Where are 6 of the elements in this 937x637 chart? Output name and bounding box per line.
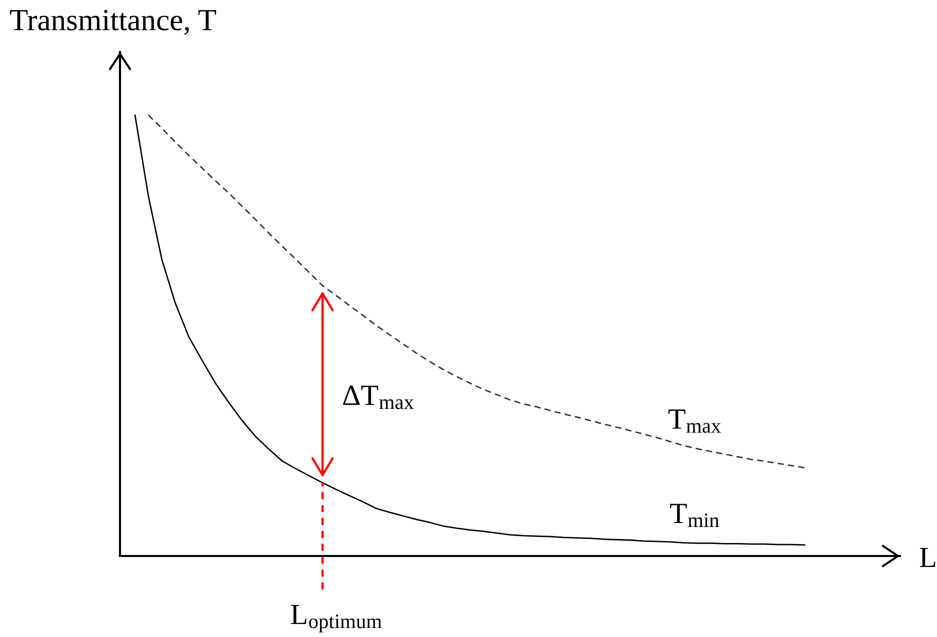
x-axis-title: L xyxy=(920,548,936,568)
series-label: T$_{min}$ xyxy=(670,504,720,527)
y-axis-title: Transmittance, T xyxy=(10,10,216,35)
text: L$_{optimum}$ xyxy=(291,604,382,632)
annotation: ΔT$_{max}$ xyxy=(343,386,414,410)
series-label: T$_{max}$ xyxy=(668,410,721,433)
